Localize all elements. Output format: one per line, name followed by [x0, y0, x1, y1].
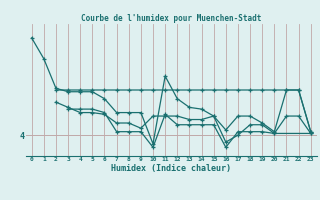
X-axis label: Humidex (Indice chaleur): Humidex (Indice chaleur) [111, 164, 231, 173]
Title: Courbe de l'humidex pour Muenchen-Stadt: Courbe de l'humidex pour Muenchen-Stadt [81, 14, 261, 23]
